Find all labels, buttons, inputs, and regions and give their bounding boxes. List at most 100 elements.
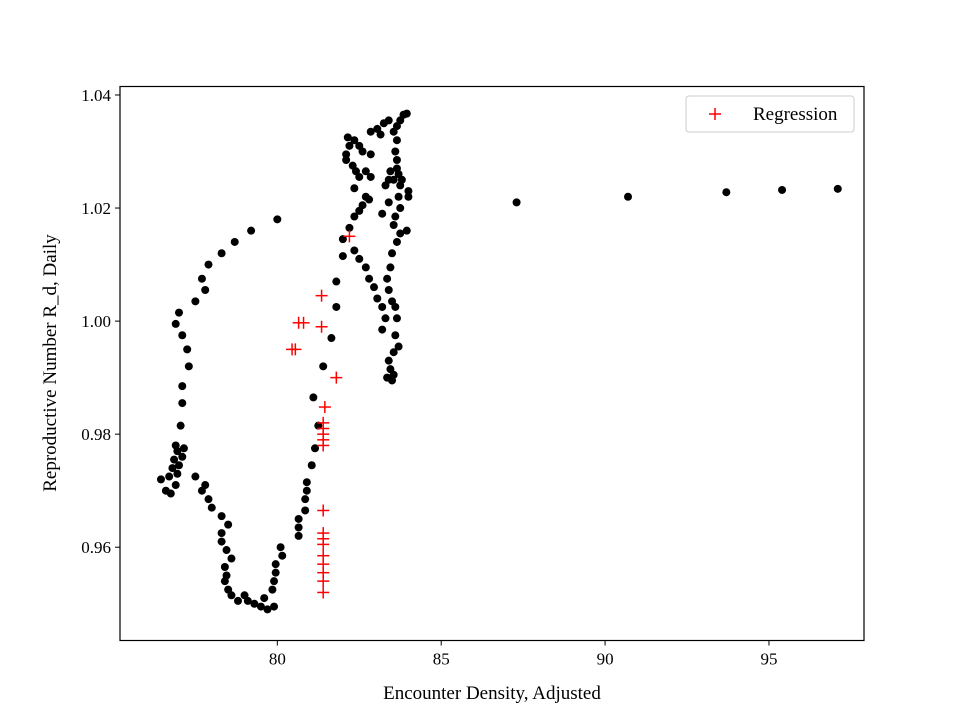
data-point — [391, 331, 400, 340]
data-point — [381, 181, 390, 190]
data-point — [391, 302, 400, 311]
data-point — [276, 543, 285, 552]
x-axis-label: Encounter Density, Adjusted — [383, 683, 601, 704]
data-point — [247, 226, 256, 235]
data-point — [389, 348, 398, 357]
data-point — [366, 150, 375, 159]
y-axis-label: Reproductive Number R_d, Daily — [40, 234, 61, 492]
data-point — [201, 286, 210, 295]
data-point — [332, 302, 341, 311]
data-point — [204, 495, 213, 504]
data-point — [302, 478, 311, 487]
data-point — [311, 444, 320, 453]
data-point — [191, 297, 200, 306]
data-point — [350, 246, 359, 255]
data-point — [386, 263, 395, 272]
data-point — [307, 461, 316, 470]
regression-point — [343, 230, 356, 243]
data-point — [402, 226, 411, 235]
data-point — [343, 133, 352, 142]
data-point — [345, 141, 354, 150]
data-point — [174, 461, 183, 470]
data-point — [404, 187, 413, 196]
data-point — [833, 184, 842, 193]
y-tick-label: 1.04 — [81, 86, 111, 105]
data-point — [260, 594, 269, 603]
data-point — [268, 585, 277, 594]
regression-point — [315, 289, 328, 302]
data-point — [342, 150, 351, 159]
x-tick-label: 90 — [597, 650, 614, 669]
data-point — [217, 512, 226, 521]
data-point — [338, 252, 347, 261]
data-point — [168, 464, 177, 473]
data-point — [294, 514, 303, 523]
data-point — [301, 506, 310, 515]
data-point — [191, 472, 200, 481]
regression-point — [315, 320, 328, 333]
data-point — [778, 185, 787, 194]
data-point — [178, 399, 187, 408]
data-point — [378, 302, 387, 311]
regression-point — [317, 538, 330, 551]
data-point — [173, 469, 182, 478]
y-tick-label: 1.02 — [81, 199, 111, 218]
data-point — [392, 136, 401, 145]
data-point — [314, 421, 323, 430]
data-point — [230, 237, 239, 246]
data-point — [394, 342, 403, 351]
data-point — [309, 393, 318, 402]
data-point — [378, 209, 387, 218]
data-point — [624, 192, 633, 201]
data-point — [278, 551, 287, 560]
regression-point — [317, 504, 330, 517]
data-point — [386, 167, 395, 176]
data-point — [384, 198, 393, 207]
data-point — [179, 444, 188, 453]
data-point — [184, 362, 193, 371]
data-point — [156, 475, 165, 484]
data-point — [222, 546, 231, 555]
regression-point — [289, 343, 302, 356]
data-point — [388, 249, 397, 258]
data-point — [355, 254, 364, 263]
data-point — [174, 308, 183, 317]
data-point — [233, 596, 242, 605]
data-point — [227, 554, 236, 563]
data-point — [402, 109, 411, 118]
data-point — [396, 181, 405, 190]
data-point — [351, 167, 360, 176]
regression-point — [330, 371, 343, 384]
data-point — [178, 452, 187, 461]
data-point — [381, 314, 390, 323]
data-point — [376, 130, 385, 139]
data-point — [332, 277, 341, 286]
data-point — [512, 198, 521, 207]
data-point — [389, 370, 398, 379]
y-tick-label: 0.96 — [81, 538, 111, 557]
data-point — [338, 235, 347, 244]
data-point — [217, 249, 226, 258]
data-point — [227, 591, 236, 600]
data-point — [220, 563, 229, 572]
data-point — [271, 560, 280, 569]
data-point — [366, 127, 375, 136]
data-point — [165, 472, 174, 481]
data-point — [350, 184, 359, 193]
x-tick-label: 80 — [269, 650, 286, 669]
data-point — [250, 599, 259, 608]
regression-point — [297, 316, 310, 329]
data-point — [345, 223, 354, 232]
legend-marker-regression — [709, 108, 721, 120]
data-point — [302, 486, 311, 495]
data-point — [256, 602, 265, 611]
data-point — [391, 212, 400, 221]
data-point — [361, 167, 370, 176]
x-tick-label: 95 — [760, 650, 777, 669]
data-point — [224, 520, 233, 529]
data-point — [263, 605, 272, 614]
data-point — [204, 260, 213, 269]
y-axis: 0.96 0.98 1.00 1.02 1.04 — [81, 86, 120, 557]
data-point — [173, 447, 182, 456]
